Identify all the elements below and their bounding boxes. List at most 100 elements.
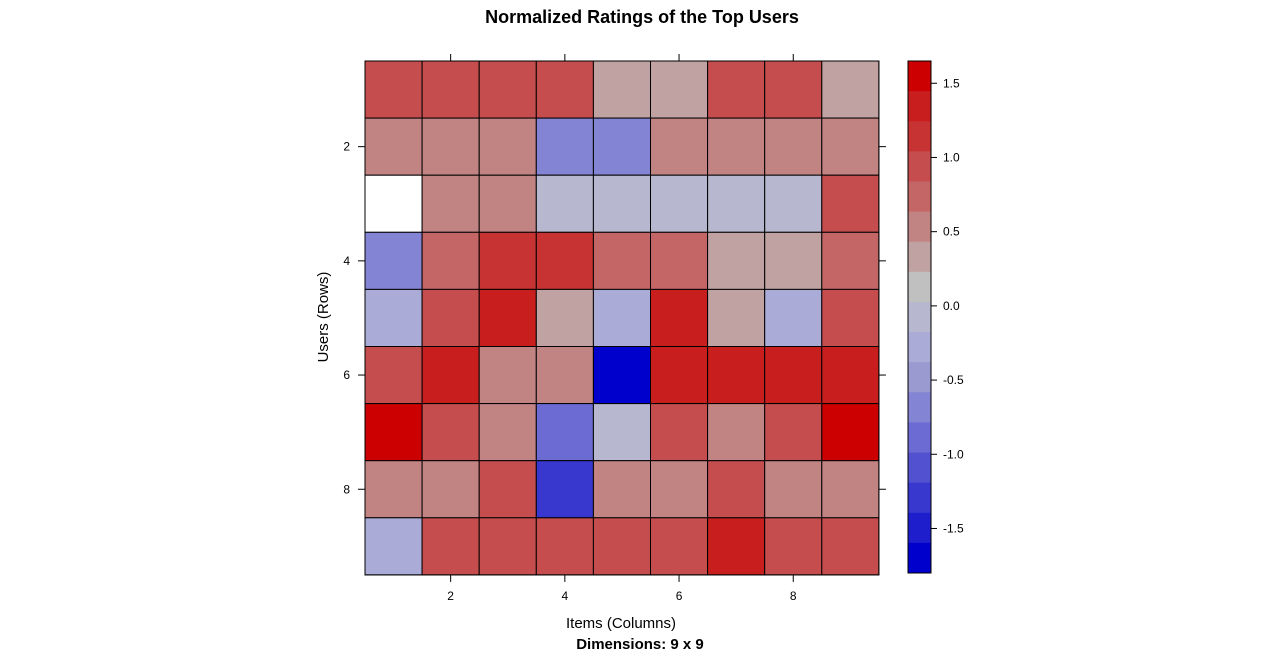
- colorbar-segment: [908, 61, 931, 92]
- heatmap-cell: [364, 403, 423, 462]
- colorbar-segment: [908, 422, 931, 454]
- x-axis: 2 4 6 8: [447, 54, 797, 603]
- heatmap-cell: [421, 403, 480, 462]
- y-tick-label: 8: [343, 482, 350, 496]
- heatmap-cell: [535, 117, 594, 176]
- heatmap-cell: [650, 117, 709, 176]
- heatmap-cell: [478, 403, 537, 462]
- heatmap-cell: [592, 288, 652, 347]
- heatmap-cell: [764, 117, 823, 176]
- heatmap-cell: [535, 174, 594, 233]
- colorbar-segment: [908, 91, 931, 122]
- heatmap-cell: [821, 403, 880, 462]
- heatmap-cell: [535, 460, 594, 519]
- dimensions-label: Dimensions: 9 x 9: [576, 636, 704, 653]
- colorbar-tick-label: -1.0: [943, 447, 964, 461]
- y-tick-label: 6: [343, 368, 350, 382]
- colorbar-segment: [908, 241, 931, 273]
- colorbar-border: [907, 60, 932, 574]
- heatmap-cell: [364, 517, 423, 576]
- x-tick-label: 2: [447, 589, 454, 603]
- heatmap-cell: [535, 60, 594, 119]
- heatmap-cell: [821, 117, 880, 176]
- colorbar-segment: [908, 512, 931, 544]
- y-axis: 2 4 6 8: [343, 140, 886, 496]
- heatmap-cell: [592, 60, 652, 119]
- y-tick-label: 2: [343, 140, 350, 154]
- x-tick-label: 8: [790, 589, 797, 603]
- heatmap-cell: [421, 346, 480, 405]
- colorbar-segment: [908, 542, 931, 574]
- heatmap-cell: [650, 460, 709, 519]
- heatmap-cell: [535, 517, 594, 576]
- colorbar-segment: [908, 301, 931, 333]
- plot-border: [364, 60, 880, 576]
- colorbar-segment: [908, 482, 931, 514]
- heatmap-cell: [821, 517, 880, 576]
- heatmap-cell: [364, 117, 423, 176]
- colorbar-segment: [908, 392, 931, 423]
- heatmap-cell: [650, 517, 709, 576]
- x-tick-label: 6: [676, 589, 683, 603]
- heatmap-cell: [478, 231, 537, 290]
- heatmap-cells: [364, 60, 880, 576]
- heatmap-cell: [821, 231, 880, 290]
- heatmap-cell: [650, 60, 709, 119]
- heatmap-cell: [535, 288, 594, 347]
- heatmap-cell: [535, 346, 594, 405]
- colorbar-segment: [908, 121, 931, 152]
- colorbar-tick-label: 0.5: [943, 225, 960, 239]
- heatmap-cell: [478, 460, 537, 519]
- heatmap-cell: [650, 403, 709, 462]
- heatmap-cell: [764, 403, 823, 462]
- heatmap-cell: [421, 174, 480, 233]
- heatmap-cell: [650, 288, 709, 347]
- heatmap-cell: [421, 517, 480, 576]
- heatmap-cell: [821, 346, 880, 405]
- heatmap-cell: [364, 60, 423, 119]
- colorbar: 1.5 1.0 0.5 0.0 -0.5 -1.0 -1.5: [907, 60, 964, 574]
- chart-title: Normalized Ratings of the Top Users: [485, 7, 799, 27]
- heatmap-cell: [764, 231, 823, 290]
- heatmap-cell: [650, 231, 709, 290]
- heatmap-cell: [821, 60, 880, 119]
- heatmap-cell: [535, 231, 594, 290]
- y-axis-label: Users (Rows): [315, 272, 332, 363]
- heatmap-cell: [478, 288, 537, 347]
- colorbar-tick-label: -1.5: [943, 521, 964, 535]
- plot-frame: [364, 60, 880, 576]
- heatmap-cell: [364, 174, 423, 233]
- x-axis-label: Items (Columns): [566, 615, 676, 632]
- heatmap-cell: [764, 346, 823, 405]
- heatmap-cell: [421, 231, 480, 290]
- heatmap-cell: [478, 517, 537, 576]
- x-tick-label: 4: [562, 589, 569, 603]
- heatmap-cell: [707, 403, 766, 462]
- heatmap-cell: [364, 346, 423, 405]
- heatmap-cell: [707, 517, 766, 576]
- colorbar-segment: [908, 151, 931, 182]
- heatmap-cell: [592, 346, 652, 405]
- heatmap-cell: [650, 174, 709, 233]
- heatmap-cell: [421, 460, 480, 519]
- colorbar-tick-label: 0.0: [943, 299, 960, 313]
- heatmap-cell: [478, 174, 537, 233]
- y-tick-label: 4: [343, 254, 350, 268]
- heatmap-cell: [421, 117, 480, 176]
- colorbar-tick-label: 1.0: [943, 150, 960, 164]
- heatmap-cell: [707, 60, 766, 119]
- colorbar-segment: [908, 362, 931, 393]
- heatmap-cell: [364, 460, 423, 519]
- heatmap-cell: [592, 403, 652, 462]
- colorbar-segment: [908, 211, 931, 243]
- heatmap-cell: [707, 174, 766, 233]
- colorbar-tick-label: 1.5: [943, 76, 960, 90]
- heatmap-cell: [764, 460, 823, 519]
- heatmap-cell: [478, 60, 537, 119]
- colorbar-segment: [908, 181, 931, 213]
- heatmap-cell: [764, 60, 823, 119]
- heatmap-cell: [421, 60, 480, 119]
- heatmap-cell: [535, 403, 594, 462]
- heatmap-cell: [764, 517, 823, 576]
- heatmap-cell: [707, 117, 766, 176]
